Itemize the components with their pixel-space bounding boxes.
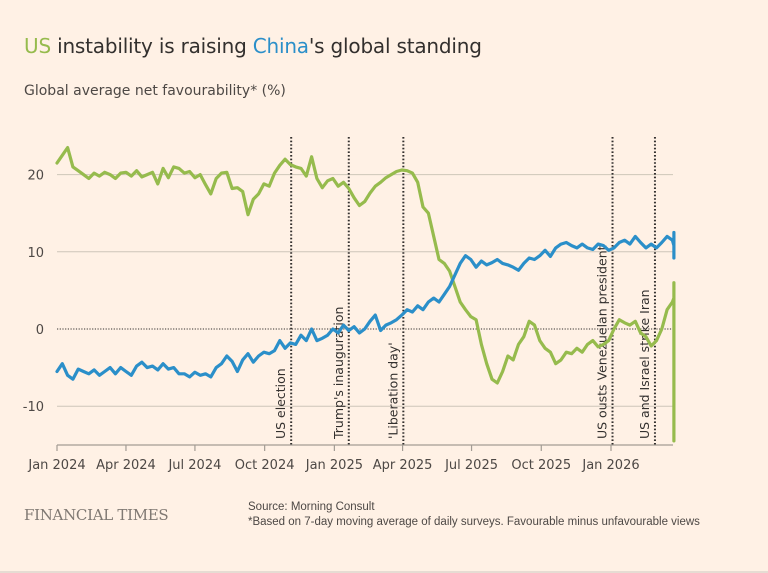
footnote-text: *Based on 7-day moving average of daily … (248, 516, 700, 528)
title-china: China (252, 34, 309, 58)
y-tick-label: 0 (36, 323, 44, 338)
bottom-border (0, 571, 768, 573)
x-tick-label: Jul 2025 (444, 458, 498, 473)
event-label: 'Liberation day' (385, 342, 400, 439)
y-tick-label: 10 (27, 246, 44, 261)
x-tick-label: Oct 2025 (511, 458, 571, 473)
x-tick-label: Jan 2024 (27, 458, 85, 473)
event-label: US election (273, 368, 288, 439)
chart-subtitle: Global average net favourability* (%) (24, 83, 286, 99)
event-markers: US election Trump's inauguration 'Liberati… (273, 137, 656, 445)
x-tick-label: Jan 2026 (581, 458, 639, 473)
x-tick-label: Jul 2024 (167, 458, 221, 473)
title-mid: instability is raising (50, 34, 253, 58)
title-us: US (24, 34, 51, 58)
source-note: Source: Morning Consult *Based on 7-day … (248, 500, 700, 530)
event-label: US and Israel strike Iran (637, 289, 652, 439)
gridlines (57, 174, 673, 407)
x-tick-label: Oct 2024 (235, 458, 295, 473)
series-line-us (55, 146, 676, 443)
x-axis: Jan 2024 Apr 2024 Jul 2024 Oct 2024 Jan 2025… (27, 444, 673, 473)
chart-title: US instability is raising China's global… (24, 34, 482, 58)
series-lines (55, 146, 676, 443)
x-tick-label: Apr 2024 (96, 458, 156, 473)
series-line-china (55, 230, 676, 381)
y-tick-label: 20 (27, 169, 44, 184)
y-axis-ticks: 20 10 0 -10 (23, 169, 44, 416)
event-label: Trump's inauguration (331, 307, 346, 440)
source-text: Source: Morning Consult (248, 501, 375, 513)
x-tick-label: Apr 2025 (373, 458, 433, 473)
ft-logo: FINANCIAL TIMES (24, 506, 169, 524)
x-tick-label: Jan 2025 (305, 458, 363, 473)
title-end: 's global standing (308, 34, 482, 58)
y-tick-label: -10 (23, 400, 44, 415)
event-label: US ousts Venezuelan president (595, 245, 610, 439)
